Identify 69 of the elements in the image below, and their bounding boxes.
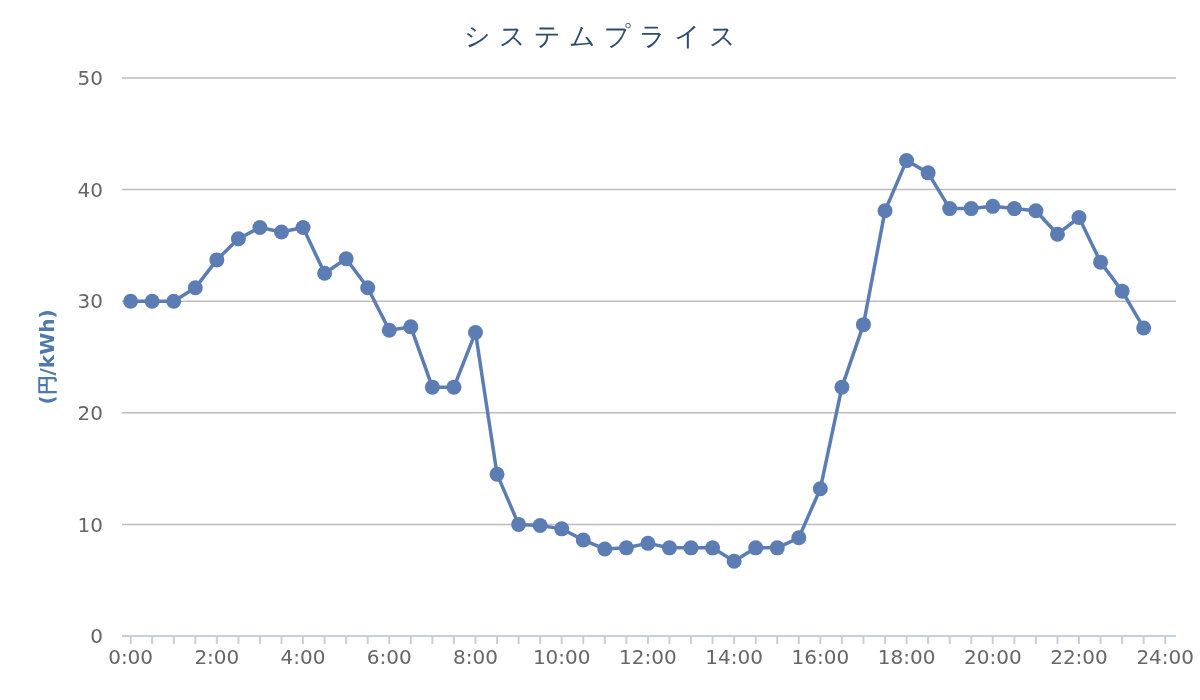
point	[166, 293, 182, 309]
point	[855, 317, 871, 333]
point	[123, 293, 139, 309]
point	[1006, 201, 1022, 217]
y-tick-label: 40	[77, 177, 103, 202]
chart-title: システムプライス	[463, 21, 744, 53]
point	[769, 540, 785, 556]
point	[187, 280, 203, 296]
point	[1114, 283, 1130, 299]
point	[661, 540, 677, 556]
y-tick-label: 30	[77, 289, 103, 314]
point	[1093, 254, 1109, 270]
y-tick-label: 10	[77, 512, 103, 537]
point	[1136, 320, 1152, 336]
point	[899, 153, 915, 169]
point	[403, 319, 419, 335]
y-axis-title: (円/kWh)	[35, 309, 59, 405]
point	[467, 324, 483, 340]
x-tick-label: 18:00	[877, 645, 936, 670]
point	[554, 521, 570, 537]
point	[705, 540, 721, 556]
point	[1071, 210, 1087, 225]
point	[1028, 203, 1044, 219]
point	[834, 379, 850, 395]
point	[963, 201, 979, 217]
x-tick-label: 8:00	[453, 645, 498, 670]
point	[489, 466, 505, 482]
point	[575, 532, 591, 548]
x-tick-label: 14:00	[705, 645, 763, 670]
point	[381, 322, 397, 338]
y-tick-label: 0	[90, 624, 103, 649]
point	[252, 220, 268, 236]
point	[230, 231, 246, 247]
point	[317, 265, 333, 281]
point	[812, 481, 828, 497]
x-tick-label: 22:00	[1050, 645, 1108, 670]
point	[597, 541, 613, 557]
x-tick-label: 12:00	[619, 645, 677, 670]
x-tick-label: 16:00	[791, 645, 850, 670]
point	[726, 553, 742, 569]
point	[877, 203, 893, 219]
point	[144, 293, 160, 309]
point	[683, 540, 699, 556]
x-tick-label: 24:00	[1136, 645, 1195, 670]
point	[338, 251, 354, 267]
point	[920, 165, 936, 181]
x-tick-label: 2:00	[194, 645, 240, 670]
x-tick-label: 6:00	[366, 645, 412, 670]
y-tick-label: 50	[77, 66, 103, 91]
point	[791, 530, 807, 546]
point	[748, 540, 764, 556]
x-tick-label: 4:00	[280, 645, 326, 670]
point	[942, 201, 958, 217]
point	[295, 220, 311, 236]
point	[274, 224, 289, 240]
x-tick-label: 20:00	[963, 645, 1022, 670]
point	[360, 280, 376, 296]
point	[1049, 226, 1065, 242]
point	[446, 379, 462, 395]
point	[424, 379, 440, 395]
point	[985, 198, 1001, 214]
point	[618, 540, 634, 556]
point	[532, 518, 548, 534]
x-tick-label: 10:00	[532, 645, 591, 670]
point	[209, 252, 225, 268]
point	[511, 516, 527, 532]
point	[640, 535, 656, 551]
y-tick-label: 20	[77, 400, 103, 425]
x-tick-label: 0:00	[108, 645, 154, 670]
